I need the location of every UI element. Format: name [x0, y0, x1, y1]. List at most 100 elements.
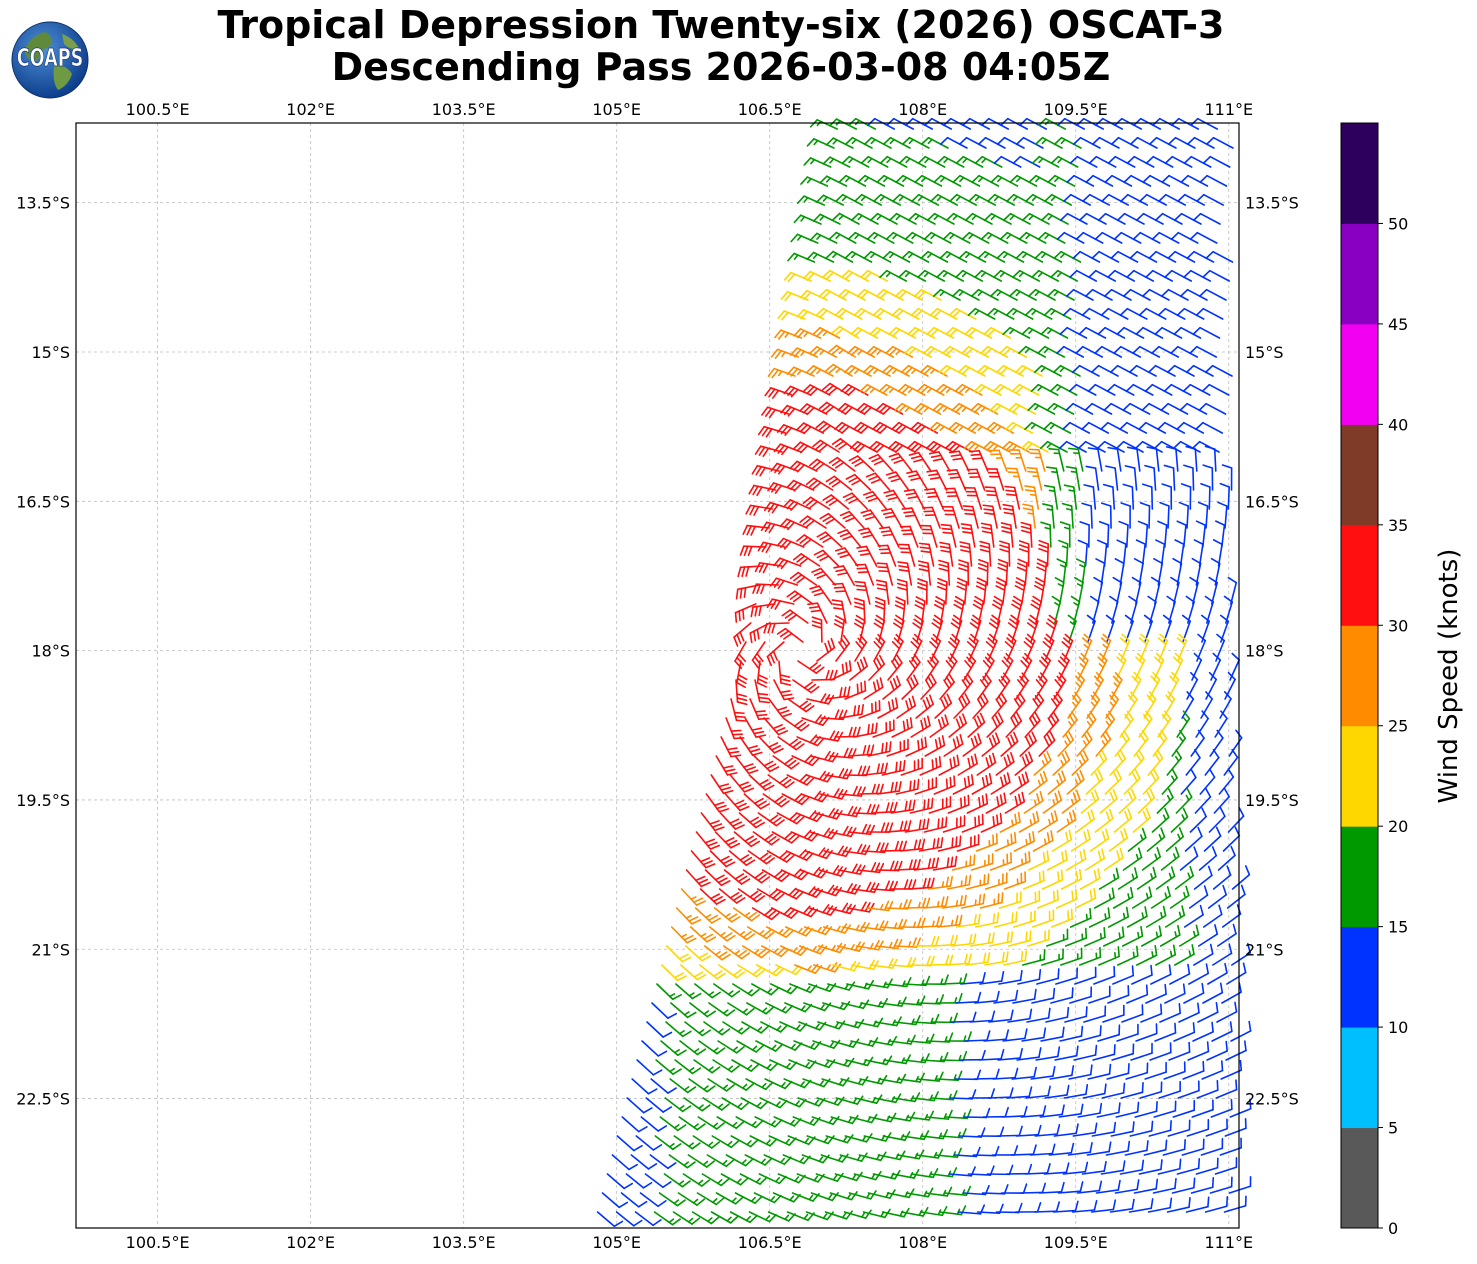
- wind-barb: [768, 698, 792, 718]
- wind-barb: [720, 1173, 749, 1186]
- wind-barb: [952, 174, 981, 187]
- wind-barb: [965, 873, 990, 890]
- wind-barb: [1071, 750, 1089, 776]
- wind-barb: [771, 831, 800, 844]
- wind-barb: [769, 577, 799, 590]
- wind-barb: [1018, 810, 1040, 833]
- lat-tick-label-right: 21°S: [1245, 940, 1284, 959]
- wind-barb: [736, 1040, 765, 1053]
- wind-barb: [1028, 448, 1046, 472]
- wind-barb: [1185, 749, 1201, 776]
- wind-barb: [1091, 672, 1104, 700]
- wind-barb: [1204, 1195, 1229, 1213]
- wind-barb: [1189, 576, 1199, 605]
- wind-barb: [1034, 136, 1063, 149]
- wind-barb: [1103, 402, 1132, 415]
- wind-barb: [977, 559, 989, 586]
- wind-barb: [1008, 402, 1037, 415]
- wind-barb: [1046, 288, 1075, 301]
- wind-barb: [1083, 484, 1097, 510]
- wind-barb: [1021, 326, 1050, 339]
- wind-barb: [1005, 421, 1034, 434]
- wind-barb: [1205, 671, 1217, 700]
- wind-barb: [751, 907, 780, 921]
- wind-barb: [1106, 383, 1135, 396]
- wind-barb: [1205, 250, 1234, 263]
- wind-barb: [1022, 503, 1036, 529]
- wind-barb: [888, 452, 913, 472]
- wind-barb: [1116, 1023, 1139, 1042]
- wind-barb: [1180, 174, 1209, 187]
- lat-tick-label-left: 22.5°S: [16, 1090, 70, 1109]
- wind-barb: [739, 736, 763, 756]
- wind-barb: [1142, 768, 1160, 795]
- wind-barb: [1107, 155, 1136, 168]
- wind-barb: [971, 773, 993, 795]
- wind-barb: [958, 250, 987, 263]
- wind-barb: [1057, 117, 1086, 130]
- wind-barb: [744, 1154, 773, 1166]
- wind-barb: [1084, 288, 1113, 301]
- wind-barb: [1051, 829, 1073, 852]
- wind-barb: [908, 451, 932, 472]
- wind-barb: [689, 1002, 716, 1018]
- wind-barb: [1127, 827, 1147, 852]
- wind-barb: [867, 117, 896, 130]
- wind-barb: [966, 633, 979, 662]
- wind-barb: [1045, 1006, 1070, 1023]
- wind-barb: [875, 579, 890, 605]
- wind-barb: [997, 558, 1009, 586]
- wind-barb: [1131, 886, 1153, 909]
- wind-barb: [777, 736, 805, 751]
- wind-barb: [816, 637, 836, 662]
- wind-barb: [964, 487, 983, 510]
- wind-barb: [833, 615, 846, 643]
- wind-barb: [1165, 827, 1184, 852]
- wind-barb: [812, 439, 840, 453]
- wind-barb: [1154, 212, 1183, 225]
- gridlines: [76, 123, 1239, 1228]
- wind-barb: [1093, 965, 1116, 985]
- wind-barb: [981, 732, 1001, 757]
- wind-barb: [906, 470, 929, 491]
- wind-barb: [1003, 871, 1027, 890]
- wind-barb: [1163, 383, 1192, 396]
- wind-barb: [1050, 908, 1073, 928]
- wind-barb: [1153, 652, 1165, 681]
- wind-barb: [1183, 464, 1195, 491]
- wind-barb: [1166, 364, 1195, 377]
- wind-barb: [770, 983, 799, 995]
- wind-barb: [1206, 1040, 1228, 1061]
- wind-barb: [744, 717, 767, 738]
- wind-barb: [988, 614, 1001, 643]
- wind-barb: [707, 1078, 735, 1092]
- wind-barb: [1170, 807, 1189, 833]
- wind-barb: [1118, 788, 1137, 814]
- wind-barb: [1102, 926, 1125, 947]
- wind-barb: [718, 888, 746, 904]
- wind-barb: [1157, 421, 1186, 434]
- wind-barb: [685, 869, 711, 888]
- wind-barb: [901, 674, 919, 700]
- lon-tick-label-top: 108°E: [898, 100, 947, 119]
- wind-barb: [739, 545, 767, 557]
- wind-barb: [1018, 540, 1030, 567]
- wind-barb: [1197, 924, 1219, 947]
- wind-barb: [883, 489, 907, 510]
- wind-barb: [1084, 402, 1113, 415]
- wind-barb: [871, 801, 898, 814]
- wind-barb: [1096, 1102, 1121, 1118]
- wind-barb: [1109, 364, 1138, 377]
- wind-barb: [1219, 482, 1230, 510]
- wind-barb: [659, 1116, 687, 1132]
- wind-barb: [770, 906, 799, 919]
- wind-barb: [1075, 231, 1104, 244]
- wind-barb: [917, 916, 945, 928]
- wind-barb: [1008, 449, 1027, 472]
- wind-barb: [1198, 846, 1218, 871]
- wind-barb: [1056, 231, 1085, 244]
- wind-barb: [735, 1116, 764, 1129]
- wind-barb: [1135, 326, 1164, 339]
- wind-barb: [1046, 849, 1068, 871]
- wind-barb: [1002, 503, 1017, 529]
